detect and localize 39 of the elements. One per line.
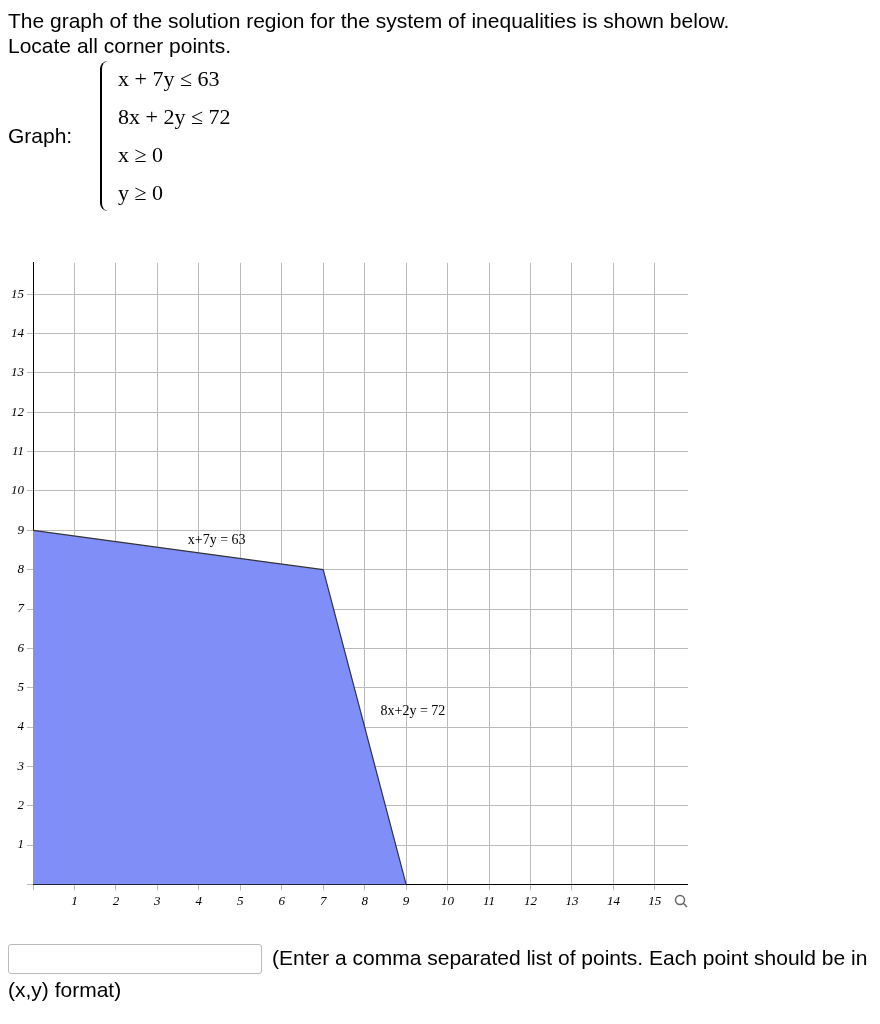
chart-title: The graph of the solution region for the system of inequalities is shown below. Locate all corner points. [8, 8, 731, 58]
x-tick-label: 4 [195, 892, 203, 908]
y-tick-label: 14 [11, 325, 25, 341]
x-tick-label: 3 [153, 892, 162, 908]
y-tick-label: 6 [17, 639, 25, 655]
x-tick-label: 5 [237, 892, 245, 908]
x-tick-label: 14 [606, 892, 621, 908]
y-tick-label: 10 [11, 482, 25, 498]
annotation: x+7y = 63 [187, 532, 246, 548]
annotation: 8x+2y = 72 [380, 702, 446, 718]
y-tick-label: 5 [17, 679, 25, 695]
x-tick-label: 15 [648, 892, 662, 908]
y-tick-label: 7 [17, 600, 25, 616]
y-tick-label: 15 [11, 285, 25, 301]
y-tick-label: 12 [11, 403, 25, 419]
x-tick-label: 11 [482, 892, 496, 908]
x-tick-label: 10 [441, 892, 455, 908]
y-tick-label: 3 [16, 757, 25, 773]
y-tick-label: 2 [17, 797, 25, 813]
y-tick-label: 1 [17, 836, 24, 852]
x-tick-label: 7 [319, 892, 327, 908]
x-tick-label: 9 [402, 892, 410, 908]
text: (Enter a comma separated list of points. Each point should be in (x,y) format) [8, 946, 868, 1002]
x-tick-label: 8 [361, 892, 369, 908]
y-tick-label: 4 [17, 718, 25, 734]
y-tick-label: 8 [17, 561, 25, 577]
x-tick-label: 6 [278, 892, 286, 908]
text: x + 7y ≤ 63 [118, 65, 221, 93]
x-tick-label: 1 [71, 892, 78, 908]
text: y ≥ 0 [118, 179, 165, 207]
y-tick-label: 13 [11, 364, 25, 380]
x-tick-label: 13 [565, 892, 579, 908]
text: x ≥ 0 [118, 141, 165, 169]
text: 8x + 2y ≤ 72 [118, 103, 231, 131]
x-tick-label: 12 [523, 892, 538, 908]
text: Graph: [8, 124, 74, 148]
x-tick-label: 2 [112, 892, 120, 908]
y-tick-label: 11 [11, 443, 24, 459]
y-tick-label: 9 [17, 521, 25, 537]
